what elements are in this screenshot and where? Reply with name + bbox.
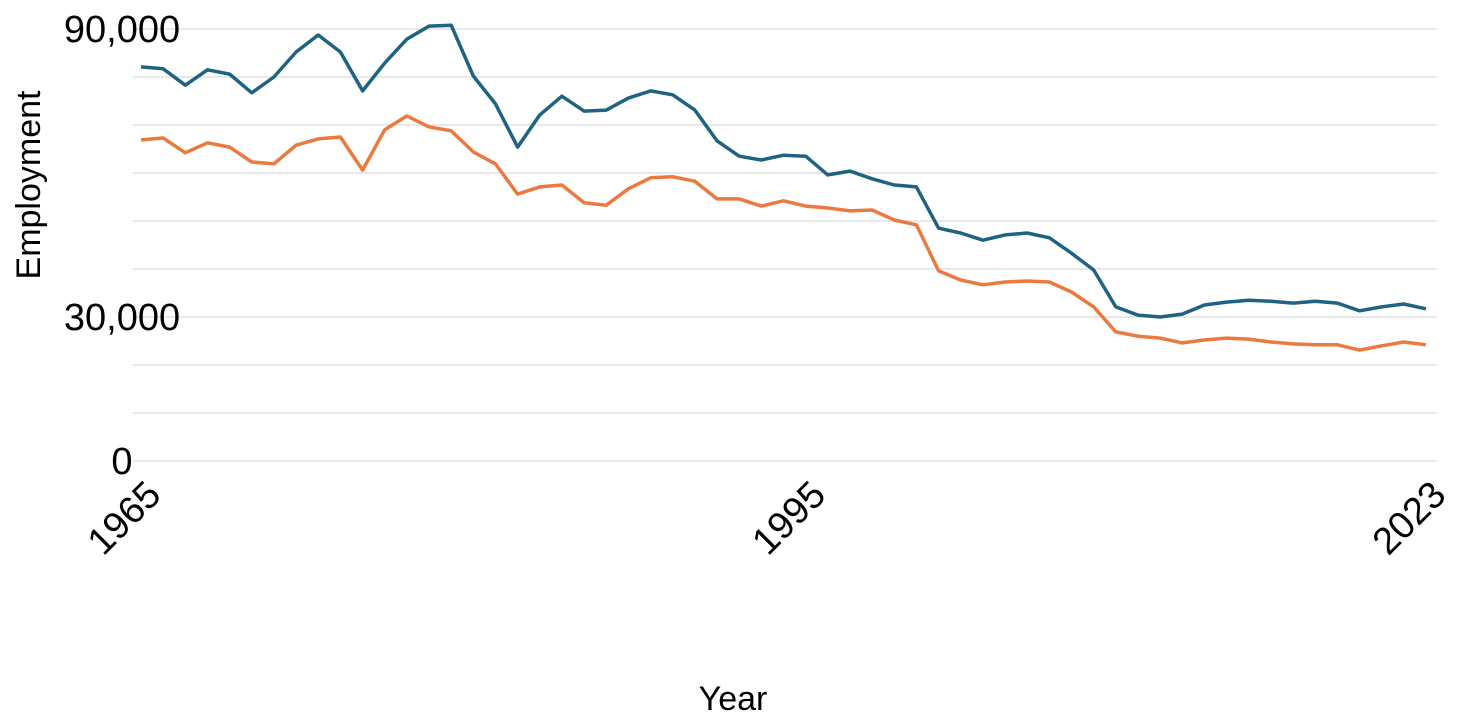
y-tick-label: 90,000 (64, 9, 180, 51)
x-axis-label: Year (699, 680, 768, 718)
y-tick-label: 0 (111, 441, 132, 483)
x-tick-label: 2023 (1365, 474, 1454, 563)
x-tick-label: 1995 (745, 474, 834, 563)
series-line (140, 114, 1427, 352)
y-axis-label: Employment (10, 90, 48, 280)
x-tick-label: 1965 (80, 474, 169, 563)
series-line (140, 23, 1427, 319)
y-tick-label: 30,000 (64, 297, 180, 339)
